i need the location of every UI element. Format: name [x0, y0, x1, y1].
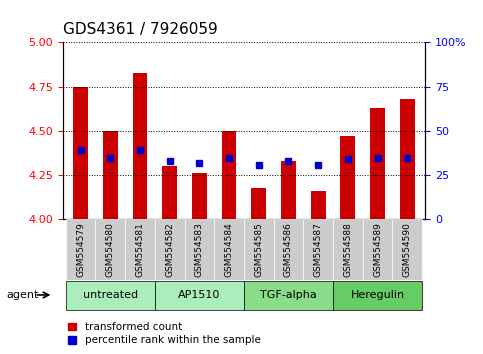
Text: GSM554583: GSM554583 — [195, 222, 204, 278]
FancyBboxPatch shape — [96, 219, 125, 280]
Text: GDS4361 / 7926059: GDS4361 / 7926059 — [63, 22, 217, 37]
Text: Heregulin: Heregulin — [351, 290, 405, 300]
Bar — [73, 87, 88, 219]
Text: GSM554590: GSM554590 — [403, 222, 412, 278]
FancyBboxPatch shape — [244, 281, 333, 310]
Bar — [341, 136, 355, 219]
Bar — [162, 166, 177, 219]
Text: AP1510: AP1510 — [178, 290, 221, 300]
Text: untreated: untreated — [83, 290, 138, 300]
Text: GSM554587: GSM554587 — [313, 222, 323, 278]
Bar — [311, 191, 326, 219]
Bar — [192, 173, 207, 219]
FancyBboxPatch shape — [273, 219, 303, 280]
FancyBboxPatch shape — [244, 219, 273, 280]
FancyBboxPatch shape — [303, 219, 333, 280]
FancyBboxPatch shape — [333, 281, 422, 310]
Text: GSM554586: GSM554586 — [284, 222, 293, 278]
FancyBboxPatch shape — [125, 219, 155, 280]
Text: TGF-alpha: TGF-alpha — [260, 290, 317, 300]
Text: GSM554581: GSM554581 — [136, 222, 144, 278]
FancyBboxPatch shape — [66, 281, 155, 310]
FancyBboxPatch shape — [392, 219, 422, 280]
Bar — [251, 188, 266, 219]
Text: GSM554589: GSM554589 — [373, 222, 382, 278]
Text: GSM554584: GSM554584 — [225, 222, 234, 277]
FancyBboxPatch shape — [66, 219, 96, 280]
Bar — [370, 108, 385, 219]
FancyBboxPatch shape — [333, 219, 363, 280]
Bar — [281, 161, 296, 219]
Bar — [400, 99, 414, 219]
Text: GSM554588: GSM554588 — [343, 222, 352, 278]
FancyBboxPatch shape — [214, 219, 244, 280]
Text: GSM554585: GSM554585 — [254, 222, 263, 278]
FancyBboxPatch shape — [155, 281, 244, 310]
Text: GSM554582: GSM554582 — [165, 222, 174, 277]
Text: GSM554579: GSM554579 — [76, 222, 85, 278]
Bar — [132, 73, 147, 219]
FancyBboxPatch shape — [155, 219, 185, 280]
FancyBboxPatch shape — [363, 219, 392, 280]
FancyBboxPatch shape — [185, 219, 214, 280]
Bar — [103, 131, 118, 219]
Bar — [222, 131, 237, 219]
Text: agent: agent — [6, 290, 39, 300]
Text: GSM554580: GSM554580 — [106, 222, 115, 278]
Legend: transformed count, percentile rank within the sample: transformed count, percentile rank withi… — [68, 322, 260, 345]
